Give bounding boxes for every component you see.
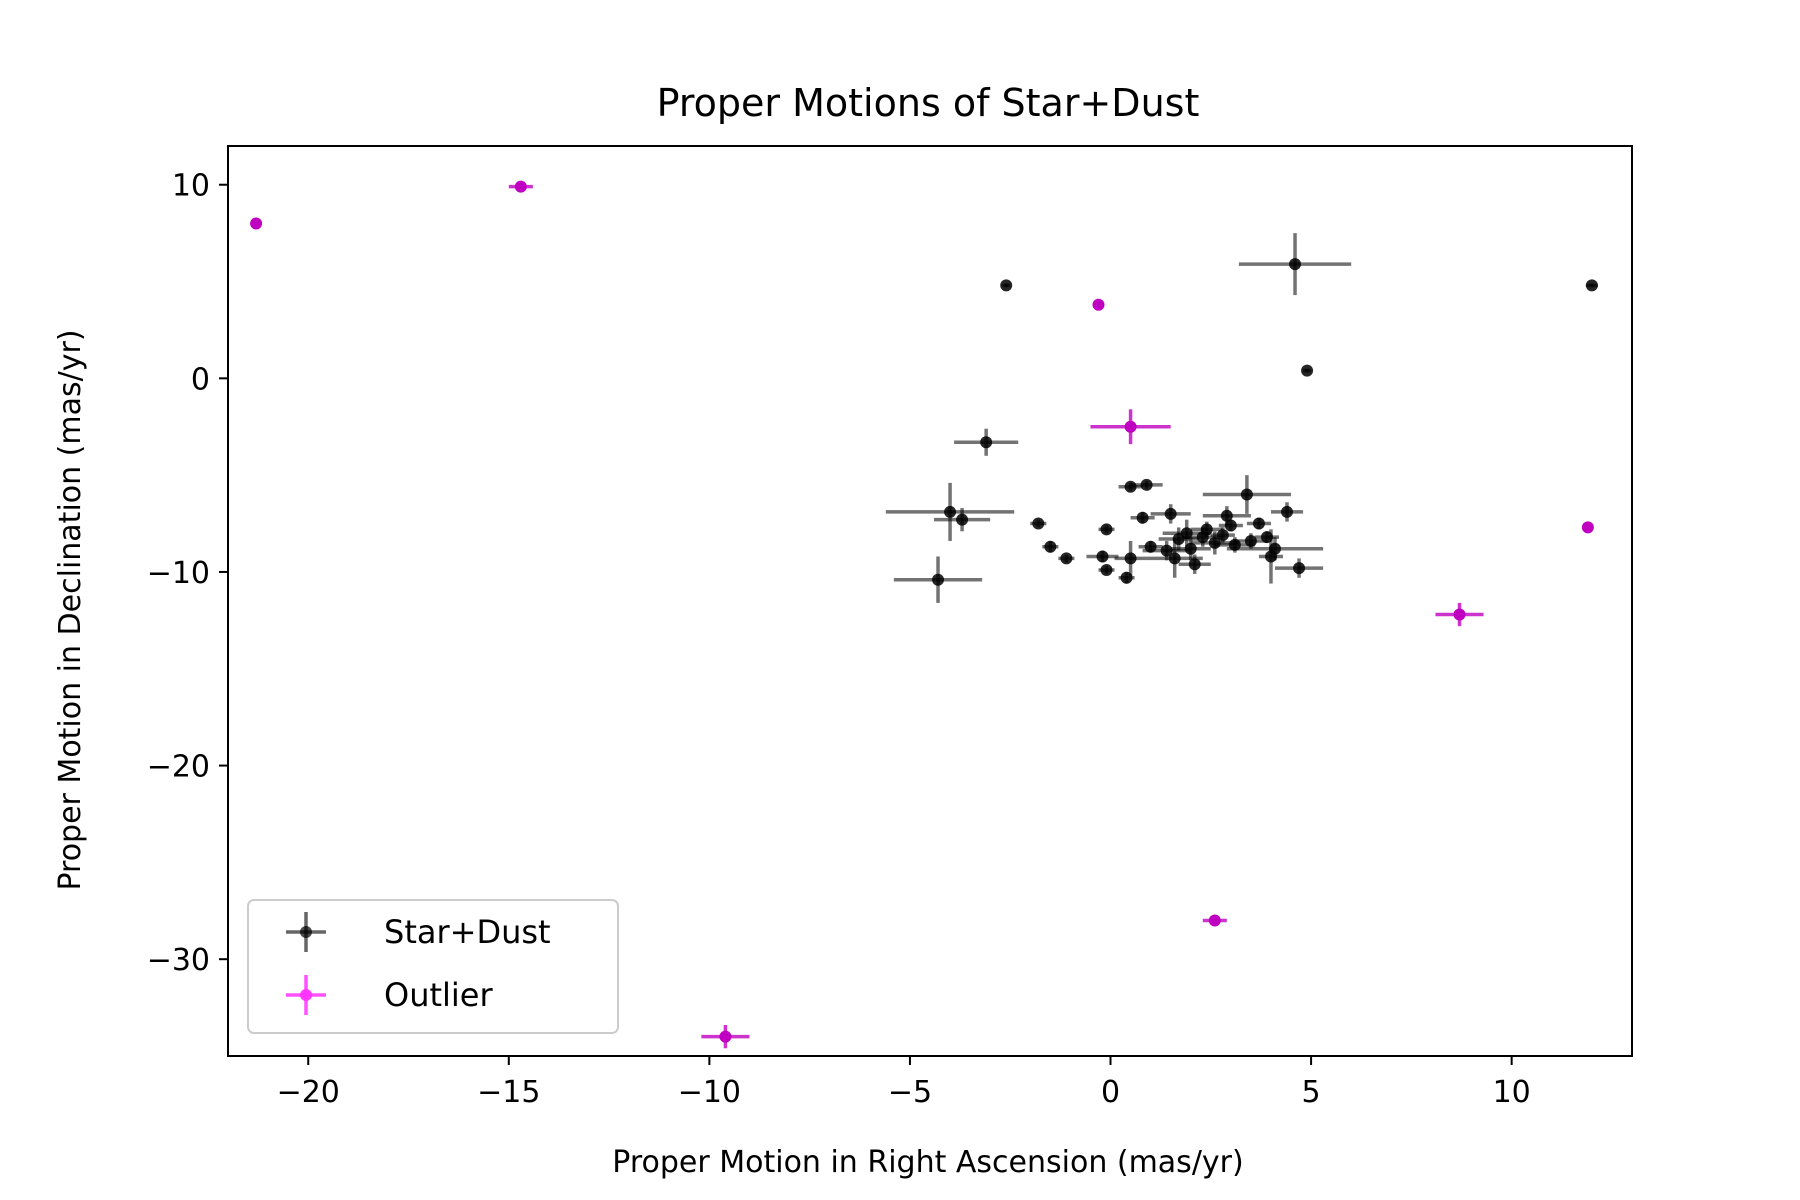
star-dust-point	[1184, 542, 1197, 555]
star-dust-point	[1281, 505, 1294, 518]
x-tick-label: −20	[277, 1075, 340, 1110]
axes-frame	[227, 145, 1633, 1057]
star-dust-point	[1160, 544, 1173, 557]
star-dust-point	[1293, 562, 1306, 575]
outlier-point	[719, 1030, 732, 1043]
legend-marker-outlier	[286, 975, 326, 1015]
legend-marker-star-dust	[286, 912, 326, 952]
x-tick-label: 5	[1302, 1075, 1321, 1110]
star-dust-point	[1264, 550, 1277, 563]
y-tick-label: 10	[172, 169, 210, 204]
legend-point	[300, 926, 312, 938]
outlier-point	[250, 217, 263, 230]
y-tick-label: −20	[147, 750, 210, 785]
x-tick-label: −15	[477, 1075, 540, 1110]
star-dust-point	[1585, 279, 1598, 292]
outlier-point	[1581, 521, 1594, 534]
legend-box	[247, 899, 619, 1034]
star-dust-point	[1044, 540, 1057, 553]
star-dust-point	[1168, 552, 1181, 565]
star-dust-point	[1100, 564, 1113, 577]
star-dust-point	[1124, 552, 1137, 565]
y-tick-label: 0	[191, 362, 210, 397]
legend-point	[300, 989, 312, 1001]
y-tick-label: −10	[147, 556, 210, 591]
x-axis-label: Proper Motion in Right Ascension (mas/yr…	[612, 1145, 1243, 1180]
series-outlier	[250, 180, 1594, 1049]
star-dust-point	[1244, 534, 1257, 547]
star-dust-point	[1220, 509, 1233, 522]
star-dust-point	[1032, 517, 1045, 530]
outlier-point	[1124, 420, 1137, 433]
star-dust-point	[956, 513, 969, 526]
x-axis-ticks: −20 −15 −10 −5 0 5 10	[277, 1056, 1531, 1110]
outlier-point	[514, 180, 527, 193]
x-tick-label: 0	[1101, 1075, 1120, 1110]
plot-area	[227, 145, 1633, 1057]
outlier-point	[1453, 608, 1466, 621]
star-dust-point	[1301, 364, 1314, 377]
star-dust-point	[1136, 511, 1149, 524]
star-dust-point	[1188, 558, 1201, 571]
star-dust-point	[932, 573, 945, 586]
y-axis-label: Proper Motion in Declination (mas/yr)	[53, 329, 88, 890]
x-tick-label: −5	[888, 1075, 932, 1110]
star-dust-point	[1100, 523, 1113, 536]
star-dust-point	[980, 436, 993, 449]
legend: Star+Dust Outlier	[247, 899, 619, 1034]
star-dust-point	[944, 505, 957, 518]
star-dust-point	[1000, 279, 1013, 292]
y-axis-ticks: 10 0 −10 −20 −30	[147, 169, 228, 978]
star-dust-point	[1289, 258, 1302, 271]
series-star-dust	[885, 233, 1598, 603]
star-dust-point	[1200, 523, 1213, 536]
star-dust-point	[1060, 552, 1073, 565]
x-tick-label: −10	[678, 1075, 741, 1110]
star-dust-point	[1252, 517, 1265, 530]
x-tick-label: 10	[1493, 1075, 1531, 1110]
series-layer	[250, 180, 1598, 1049]
star-dust-point	[1096, 550, 1109, 563]
outlier-point	[1208, 914, 1221, 927]
y-tick-label: −30	[147, 943, 210, 978]
star-dust-point	[1224, 519, 1237, 532]
outlier-point	[1092, 298, 1105, 311]
star-dust-point	[1124, 480, 1137, 493]
legend-label-outlier: Outlier	[384, 976, 493, 1014]
legend-label-star-dust: Star+Dust	[384, 913, 551, 951]
star-dust-point	[1240, 488, 1253, 501]
star-dust-point	[1140, 478, 1153, 491]
star-dust-point	[1164, 507, 1177, 520]
chart-title: Proper Motions of Star+Dust	[657, 81, 1200, 125]
star-dust-point	[1216, 529, 1229, 542]
